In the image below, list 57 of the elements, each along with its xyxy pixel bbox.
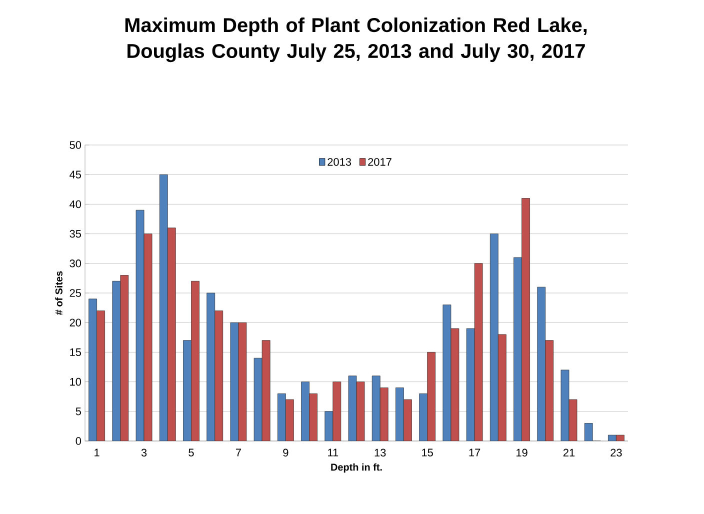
y-tick-label: 20 (70, 318, 82, 326)
x-tick-label: 21 (563, 448, 575, 456)
bar (167, 228, 176, 441)
bar (214, 310, 224, 441)
x-tick-label: 1 (94, 448, 100, 456)
x-tick-label: 7 (236, 448, 241, 456)
bar (191, 280, 200, 441)
bar (380, 388, 388, 441)
bar (498, 334, 506, 441)
chart-title: Maximum Depth of Plant Colonization Red Lake, Douglas County July 25, 2013 and July 30, 2017 (125, 18, 587, 62)
y-tick-label: 0 (76, 437, 82, 445)
bar (584, 423, 593, 441)
bar (404, 399, 412, 441)
x-axis-title: Depth in ft. (331, 463, 382, 473)
bar (514, 257, 522, 441)
x-tick-label: 5 (188, 448, 194, 456)
x-tick-label: 15 (422, 448, 433, 456)
bar (112, 280, 121, 441)
bar (332, 382, 342, 441)
legend-label: 2017 (368, 158, 392, 166)
bar (419, 393, 428, 441)
bar (490, 234, 498, 441)
bar (301, 382, 310, 441)
bar (522, 198, 530, 441)
y-axis-title: # of Sites (55, 271, 62, 315)
y-tick-label: 10 (70, 378, 82, 386)
y-tick-label: 30 (70, 260, 82, 268)
y-tick-label: 15 (70, 348, 82, 356)
bar (183, 340, 192, 441)
bar (372, 376, 380, 441)
bar (324, 411, 334, 441)
bar (206, 292, 216, 441)
x-tick-label: 19 (516, 448, 528, 457)
bar (309, 393, 318, 441)
y-tick-label: 25 (70, 289, 82, 297)
y-tick-label: 40 (70, 200, 82, 208)
bar (396, 388, 404, 441)
x-tick-label: 11 (328, 448, 338, 456)
x-tick-label: 13 (374, 448, 386, 457)
x-tick-label: 17 (469, 448, 480, 456)
y-tick-label: 50 (70, 141, 82, 149)
bar (96, 310, 106, 441)
bar (120, 275, 129, 441)
legend-label: 2013 (328, 158, 352, 166)
y-tick-label: 35 (70, 230, 82, 238)
bar (545, 340, 554, 441)
bar (159, 174, 168, 441)
y-tick-label: 45 (70, 170, 82, 178)
y-tick-label: 5 (76, 408, 82, 416)
bar (427, 352, 436, 441)
bar (277, 393, 286, 441)
x-tick-label: 23 (610, 448, 622, 457)
bar (88, 298, 98, 441)
x-tick-label: 3 (141, 448, 147, 457)
bar (285, 399, 294, 441)
bar (537, 286, 546, 441)
x-tick-label: 9 (283, 448, 288, 457)
